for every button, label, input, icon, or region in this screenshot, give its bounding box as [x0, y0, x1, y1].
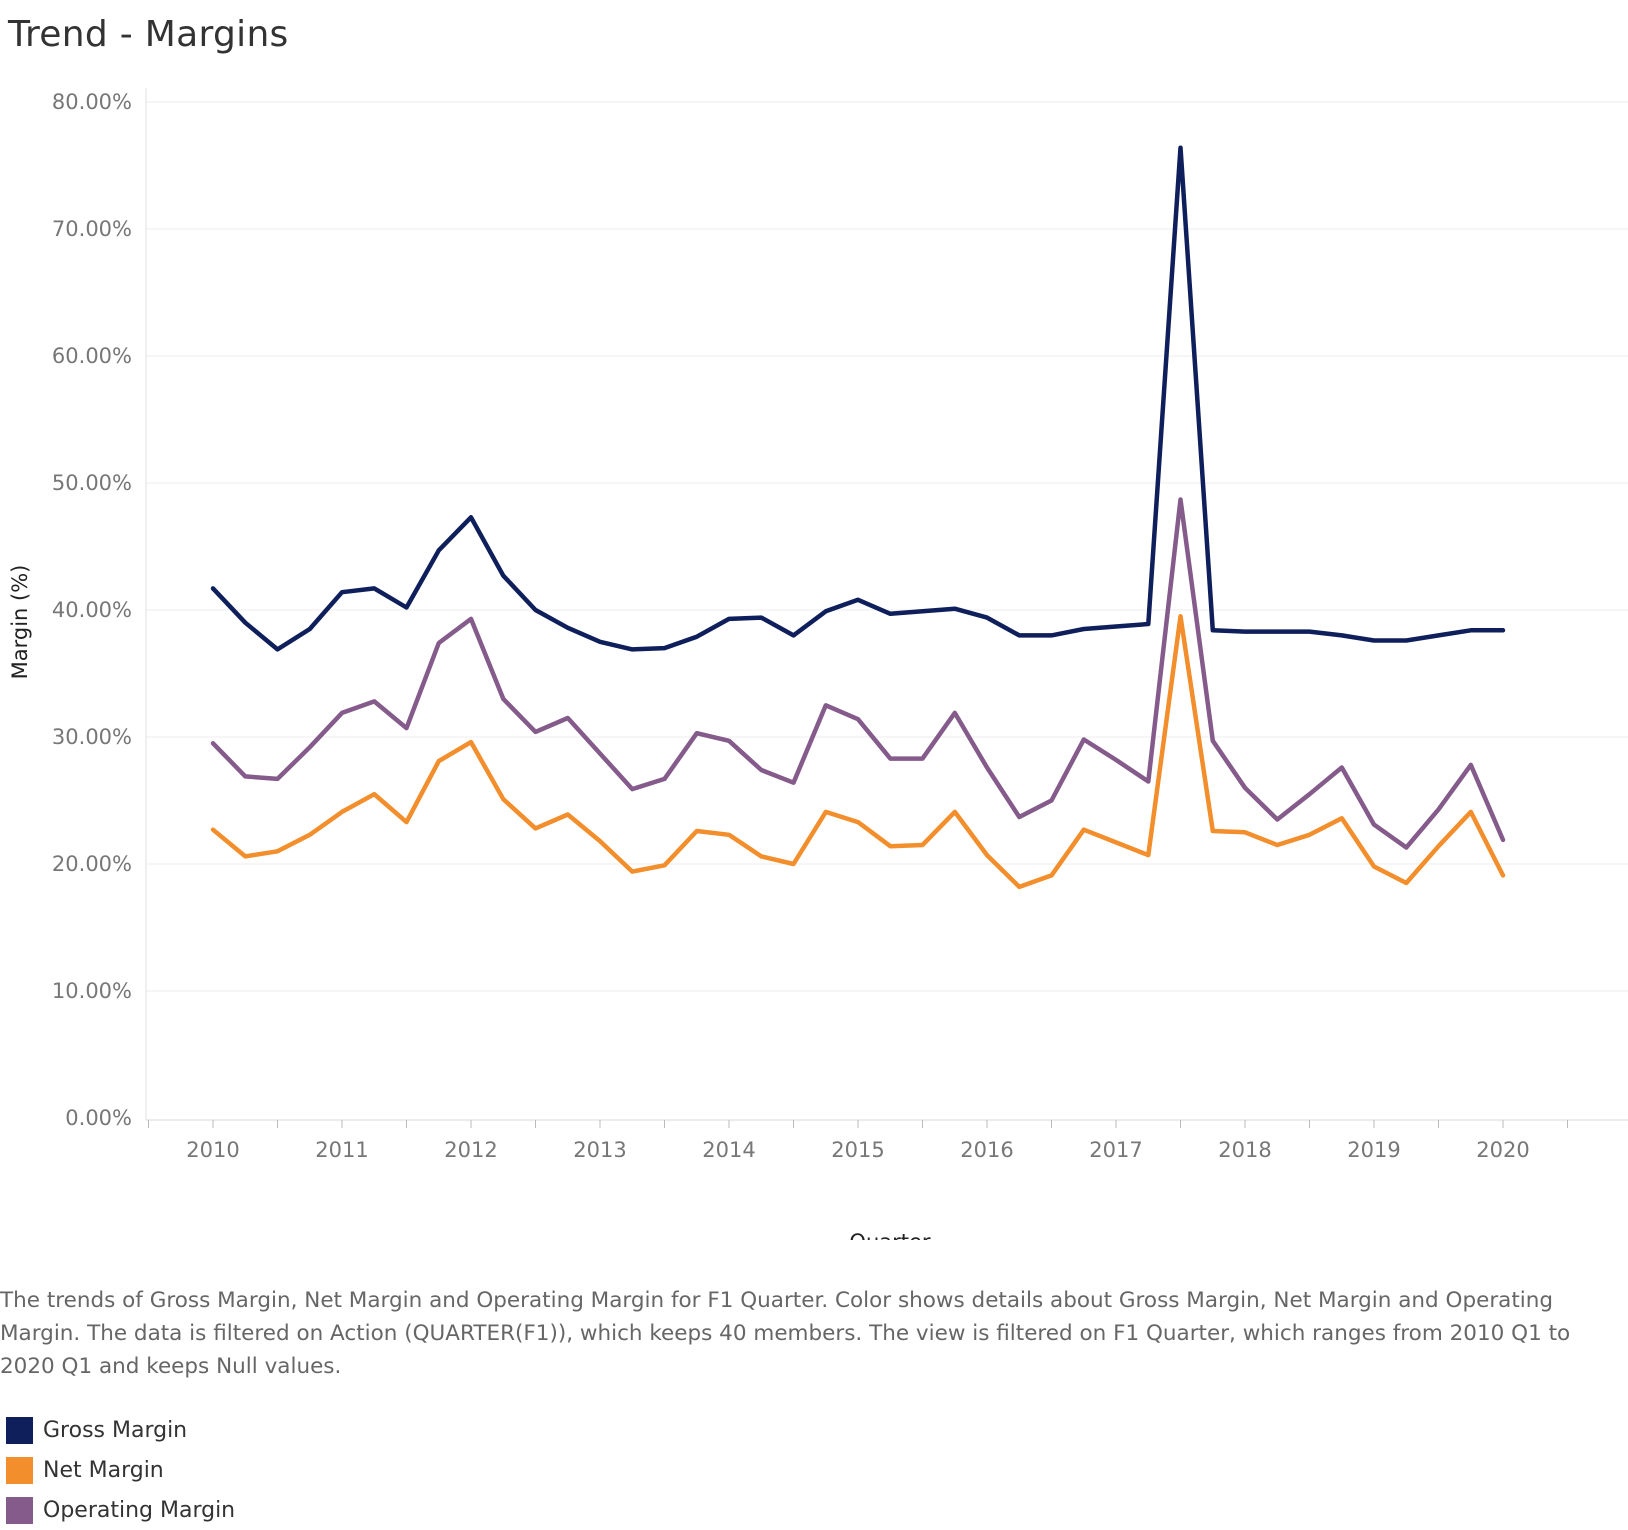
x-tick-label: 2020: [1476, 1138, 1529, 1162]
y-axis-ticks: 0.00% 10.00% 20.00% 30.00% 40.00% 50.00% 60.00…: [52, 90, 132, 1130]
chart-caption: The trends of Gross Margin, Net Margin a…: [0, 1288, 1571, 1379]
legend-label: Operating Margin: [43, 1497, 236, 1523]
x-tick-label: 2010: [186, 1138, 239, 1162]
x-tick-label: 2013: [573, 1138, 626, 1162]
series-lines: [210, 145, 1506, 890]
y-tick-label: 50.00%: [52, 471, 132, 495]
legend-item-operating-margin[interactable]: Operating Margin: [6, 1490, 235, 1530]
legend-item-net-margin[interactable]: Net Margin: [6, 1450, 235, 1490]
x-tick-label: 2014: [702, 1138, 755, 1162]
legend-swatch-gross-margin: [6, 1416, 33, 1444]
y-tick-label: 10.00%: [52, 979, 132, 1003]
x-axis-title: Quarter: [849, 1230, 930, 1240]
x-tick-label: 2011: [315, 1138, 368, 1162]
x-tick-label: 2018: [1218, 1138, 1271, 1162]
y-tick-label: 30.00%: [52, 725, 132, 749]
series-line-net-margin[interactable]: [210, 614, 1506, 890]
y-tick-label: 70.00%: [52, 217, 132, 241]
y-tick-label: 60.00%: [52, 344, 132, 368]
chart-title: Trend - Margins: [8, 14, 289, 55]
x-tick-label: 2012: [444, 1138, 497, 1162]
y-tick-label: 0.00%: [65, 1106, 132, 1130]
x-tick-label: 2016: [960, 1138, 1013, 1162]
series-line-gross-margin[interactable]: [210, 145, 1506, 652]
legend-label: Gross Margin: [43, 1417, 188, 1443]
legend-label: Net Margin: [43, 1457, 164, 1483]
y-tick-label: 40.00%: [52, 598, 132, 622]
line-chart: 0.00% 10.00% 20.00% 30.00% 40.00% 50.00% 60.00…: [8, 88, 1628, 1240]
legend-item-gross-margin[interactable]: Gross Margin: [6, 1410, 235, 1450]
x-tick-label: 2019: [1347, 1138, 1400, 1162]
x-tick-label: 2015: [831, 1138, 884, 1162]
legend-swatch-net-margin: [6, 1456, 33, 1484]
x-axis-ticks: 2010 2011 2012 2013 2014 2015 2016 2017 2018 2019…: [148, 1120, 1568, 1162]
legend: Gross Margin Net Margin Operating Margin: [6, 1410, 235, 1530]
legend-swatch-operating-margin: [6, 1496, 33, 1524]
y-tick-label: 80.00%: [52, 90, 132, 114]
gridlines: [146, 101, 1628, 992]
series-line-operating-margin[interactable]: [210, 497, 1506, 850]
x-tick-label: 2017: [1089, 1138, 1142, 1162]
y-tick-label: 20.00%: [52, 852, 132, 876]
y-axis-title: Margin (%): [8, 565, 32, 680]
